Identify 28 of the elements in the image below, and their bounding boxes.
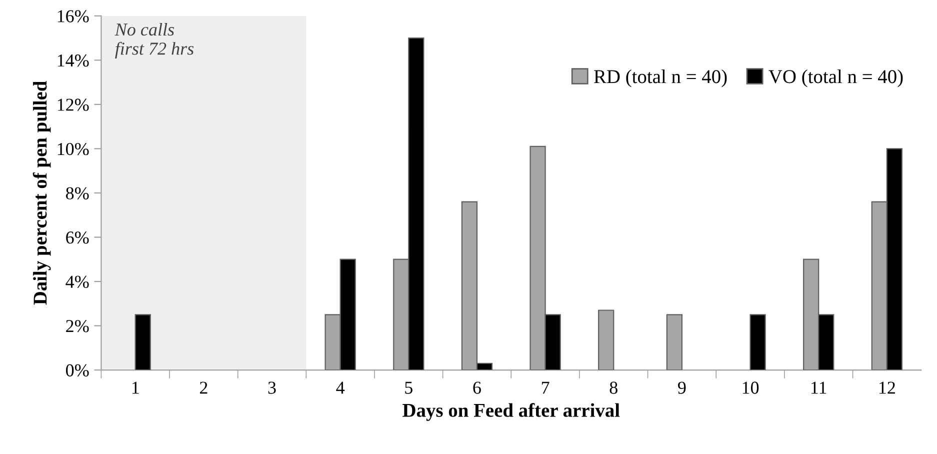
bar	[750, 314, 766, 370]
y-tick-label: 14%	[58, 54, 89, 67]
y-tick-label: 4%	[66, 276, 89, 288]
y-tick-label: 16%	[58, 10, 89, 22]
x-tick-label: 12	[879, 382, 895, 394]
x-tick-label: 1	[132, 382, 139, 394]
y-tick-label: 6%	[66, 231, 89, 244]
x-tick-label: 4	[336, 382, 345, 394]
x-tick-label: 8	[610, 382, 618, 394]
x-axis-title: Days on Feed after arrival	[402, 403, 620, 421]
x-tick-label: 5	[405, 382, 412, 394]
x-tick-label: 7	[542, 382, 550, 394]
y-tick-label: 10%	[58, 142, 89, 156]
x-tick-label: 3	[268, 382, 276, 394]
x-tick-label: 11	[811, 382, 826, 394]
y-tick-label: 2%	[66, 320, 89, 332]
x-tick-label: 9	[678, 382, 686, 394]
bar	[134, 314, 151, 370]
y-tick-label: 0%	[66, 364, 89, 377]
x-tick-label: 6	[473, 382, 481, 394]
band-label: No calls first 72 hrs	[114, 22, 194, 58]
x-tick-label: 10	[742, 382, 759, 394]
y-tick-label: 12%	[58, 98, 89, 111]
y-axis-title: Daily percent of pen pulled	[32, 80, 51, 305]
y-tick-label: 8%	[66, 187, 89, 200]
legend-label: RD (total n = 40)	[594, 70, 727, 88]
x-tick-label: 2	[200, 382, 208, 394]
legend-label: VO (total n = 40)	[768, 70, 903, 88]
